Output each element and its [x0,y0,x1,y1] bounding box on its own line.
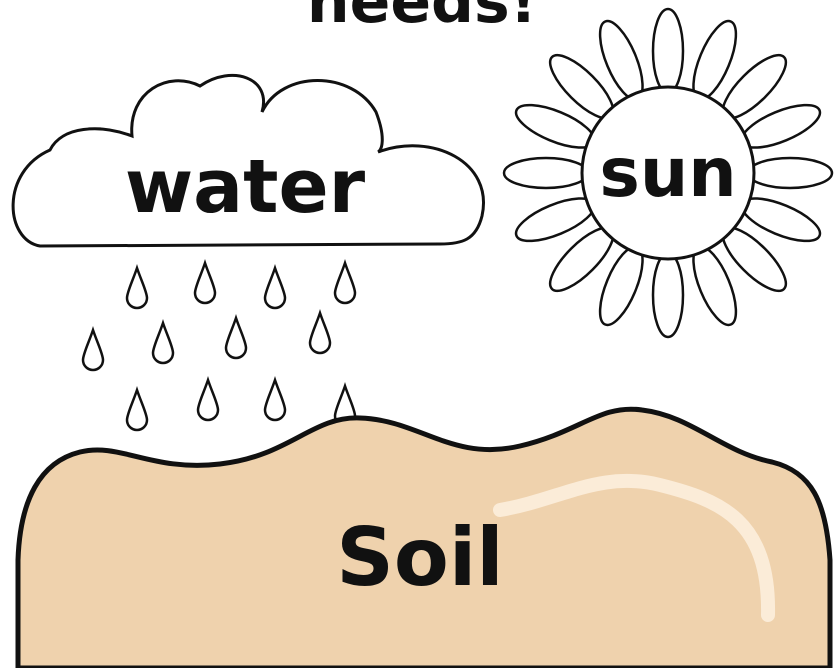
sun-label: sun [599,134,736,213]
cloud-label: water [125,144,366,230]
raindrop [265,380,285,420]
sun-ray [748,158,832,188]
raindrop [265,268,285,308]
raindrop [195,263,215,303]
raindrop [198,380,218,420]
title: needs! [307,0,537,37]
raindrop [226,318,246,358]
sun-ray [504,158,588,188]
sun: sun [504,9,832,337]
raindrop [335,263,355,303]
raindrop [127,268,147,308]
raindrop [127,390,147,430]
raindrops [83,263,355,430]
soil-label: Soil [336,511,503,604]
raindrop [83,330,103,370]
sun-ray [653,9,683,93]
page: needs! sun water Soil (() => { const dat… [0,0,839,668]
sun-ray [653,253,683,337]
raindrop [153,323,173,363]
raindrop [310,313,330,353]
illustration: needs! sun water Soil [0,0,839,668]
